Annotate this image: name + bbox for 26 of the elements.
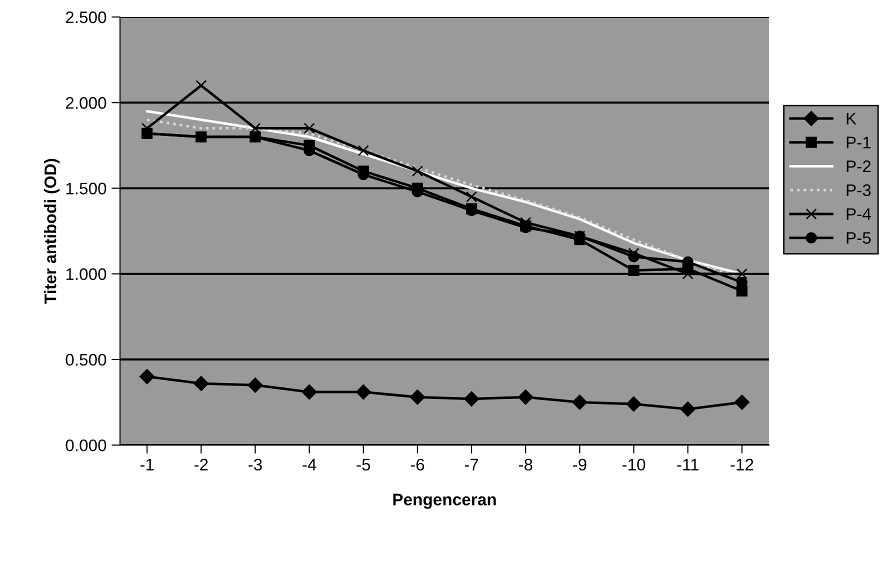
y-tick-label: 1.000 [66,268,106,280]
x-axis-title: Pengenceran [393,494,496,509]
y-tick-label: 1.500 [66,182,106,194]
legend-label: P-4 [846,208,871,220]
y-tick-label: 2.000 [66,97,106,109]
x-tick-label: -8 [518,458,532,471]
x-tick-label: -4 [302,458,316,470]
legend-label: P-5 [846,232,871,244]
x-tick-label: -10 [622,458,646,471]
x-tick-label: -3 [248,458,262,471]
x-tick-label: -9 [573,458,586,471]
x-tick-label: -11 [677,458,698,470]
legend-label: P-1 [846,136,871,148]
y-axis-title: Titer antibodi (OD) [44,158,60,304]
legend-label: P-2 [846,160,871,172]
y-tick-label: 2.500 [66,11,106,24]
x-tick-label: -6 [410,458,424,471]
x-tick-label: -2 [194,458,208,470]
y-tick-label: 0.500 [66,354,106,366]
y-tick-label: 0.000 [66,439,106,452]
x-tick-label: -5 [356,458,370,471]
legend-label: P-3 [846,184,871,196]
x-tick-label: -12 [730,458,754,470]
legend-label: K [846,112,856,124]
x-tick-label: -1 [140,458,154,470]
x-tick-label: -7 [464,458,478,470]
